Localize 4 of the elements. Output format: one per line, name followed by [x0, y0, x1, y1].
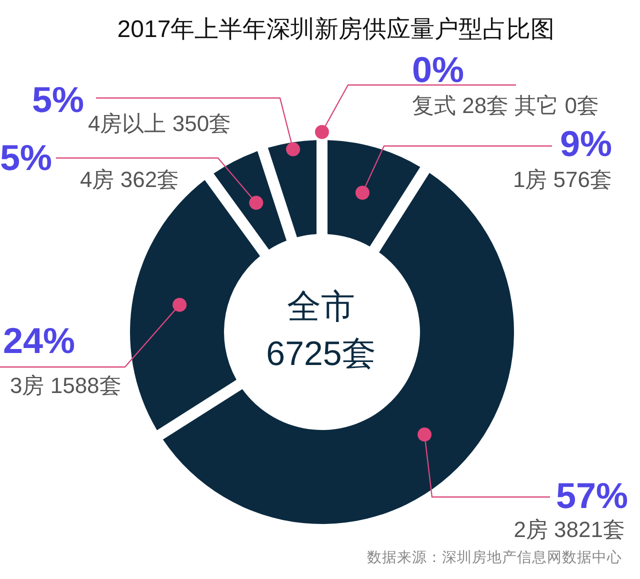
title: 2017年上半年深圳新房供应量户型占比图	[117, 16, 555, 43]
annotation: 全市	[287, 288, 355, 326]
annotation: 数据来源：深圳房地产信息网数据中心	[367, 550, 622, 566]
annotation: 6725套	[266, 335, 376, 373]
